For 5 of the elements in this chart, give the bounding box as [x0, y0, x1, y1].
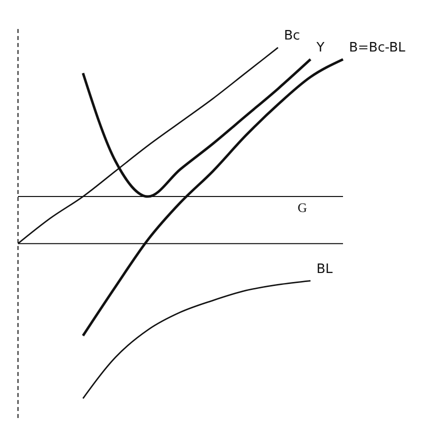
series-label: BL: [316, 262, 334, 277]
series-label: Y: [316, 40, 324, 56]
ref-line-label: G: [298, 200, 307, 215]
series-label: Bc: [284, 28, 300, 44]
series-label: B=Bc-BL: [349, 40, 406, 56]
